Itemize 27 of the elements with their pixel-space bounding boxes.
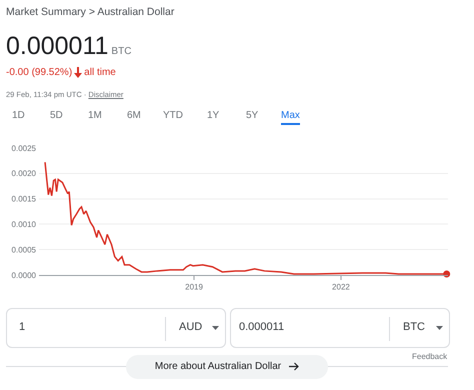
y-tick-label: 0.0010 bbox=[12, 220, 37, 229]
text: Feedback bbox=[412, 352, 448, 361]
text: Max bbox=[281, 110, 300, 125]
text: AUD bbox=[179, 321, 202, 333]
text: 1D bbox=[12, 110, 25, 121]
y-tick-label: 0.0000 bbox=[12, 270, 37, 280]
text: BTC bbox=[403, 321, 425, 333]
text: 5Y bbox=[246, 110, 258, 121]
text: 1Y bbox=[207, 110, 220, 121]
text: 1 bbox=[19, 321, 26, 333]
y-tick-label: 0.0025 bbox=[12, 144, 37, 153]
text: 0.000011 bbox=[239, 321, 284, 333]
text: -0.00 (99.52%) bbox=[6, 67, 72, 78]
y-tick-label: 0.0015 bbox=[12, 194, 37, 204]
text: 0.000011 bbox=[6, 32, 108, 61]
text: BTC bbox=[111, 46, 132, 57]
chart-title: Market Summary > Australian Dollar bbox=[6, 6, 174, 18]
text: 6M bbox=[127, 110, 141, 121]
y-tick-label: 0.0005 bbox=[12, 245, 37, 254]
x-tick-label: 2019 bbox=[185, 282, 204, 292]
y-tick-label: 0.0020 bbox=[12, 169, 37, 178]
text: YTD bbox=[163, 110, 183, 121]
text: More about Australian Dollar bbox=[154, 361, 282, 372]
text: 5D bbox=[50, 110, 63, 121]
text: 1M bbox=[88, 110, 102, 121]
x-tick-label: 2022 bbox=[332, 282, 350, 292]
text: all time bbox=[84, 67, 116, 78]
